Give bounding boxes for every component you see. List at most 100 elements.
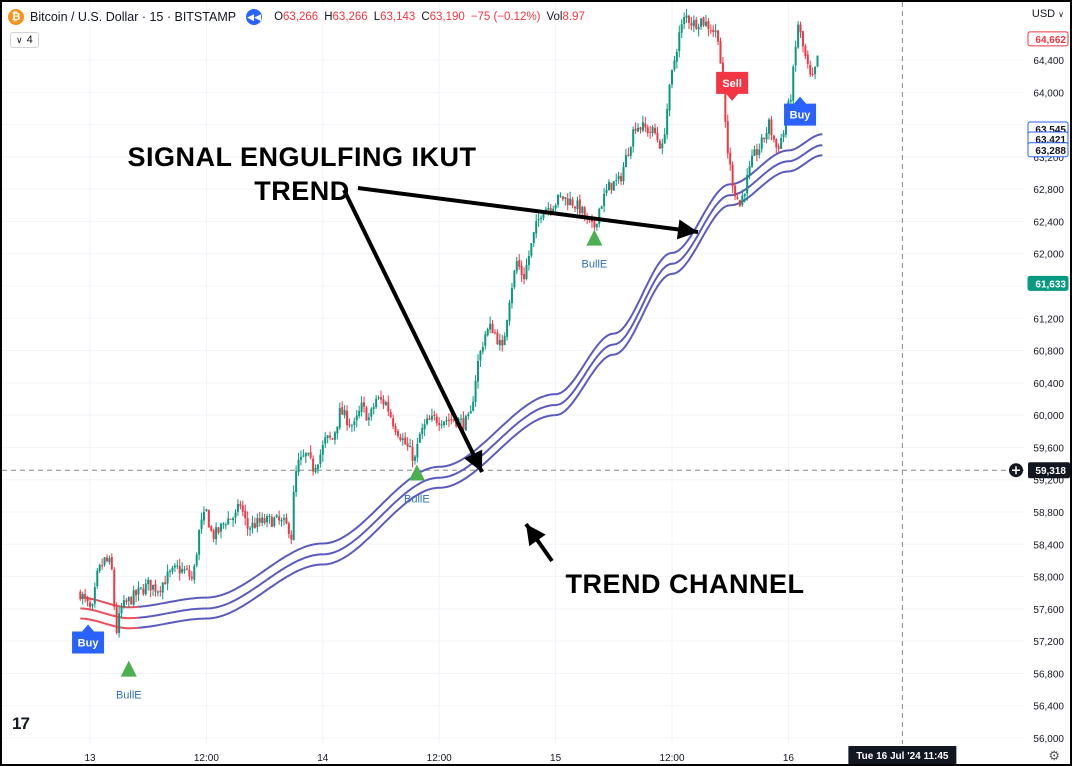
buy-signal-badge <box>72 624 105 654</box>
candle-body <box>79 591 82 600</box>
candle-body <box>139 587 142 589</box>
indicators-toggle[interactable]: ∨ 4 <box>10 32 39 48</box>
candle-body <box>620 176 623 182</box>
y-tick-label: 60,000 <box>1033 411 1064 422</box>
candle-body <box>797 24 800 48</box>
candle-body <box>603 193 606 207</box>
candle-body <box>724 87 727 122</box>
candle-body <box>467 414 470 416</box>
candle-body <box>680 24 683 33</box>
annotation-arrow <box>357 186 699 234</box>
candle-body <box>523 274 526 280</box>
candle-body <box>413 456 416 461</box>
candle-body <box>772 135 775 140</box>
candle-body <box>763 137 766 140</box>
candle-body <box>697 27 700 30</box>
rewind-icon[interactable]: ◀◀ <box>246 9 263 25</box>
candle-body <box>704 21 707 26</box>
candle-body <box>639 127 642 130</box>
candle-body <box>806 54 809 65</box>
candle-body <box>561 196 564 200</box>
ohlc-low: L63,143 <box>373 11 416 23</box>
candle-body <box>113 569 116 607</box>
candle-body <box>535 221 538 234</box>
ohlc-volume: Vol8.97 <box>546 11 585 23</box>
y-tick-label: 63,200 <box>1033 153 1064 164</box>
candle-body <box>651 126 654 133</box>
y-tick-label: 60,400 <box>1033 379 1064 390</box>
candle-body <box>627 154 630 156</box>
candle-body <box>212 530 215 540</box>
candle-body <box>394 426 397 432</box>
candle-body <box>671 70 673 85</box>
candle-body <box>290 534 293 540</box>
candle-body <box>530 243 533 256</box>
candle-body <box>799 24 802 33</box>
candle-body <box>176 565 179 567</box>
candle-body <box>784 120 787 135</box>
candle-body <box>617 175 620 180</box>
candle-body <box>377 397 380 399</box>
bull-engulfing-marker <box>586 229 603 246</box>
ohlc-close: C63,190 <box>421 11 465 23</box>
candle-body <box>275 515 278 518</box>
settings-gear-icon[interactable]: ⚙ <box>1048 748 1060 763</box>
candle-body <box>232 518 235 521</box>
tradingview-logo[interactable]: 17 <box>12 714 30 733</box>
candle-body <box>380 397 382 400</box>
candle-body <box>743 193 746 197</box>
candle-body <box>629 146 632 156</box>
candle-body <box>343 409 346 416</box>
y-tick-label: 58,400 <box>1033 540 1064 551</box>
candle-body <box>581 206 584 213</box>
candle-body <box>86 598 89 602</box>
ohlc-change: −75 (−0.12%) <box>470 11 541 23</box>
candle-body <box>656 132 659 141</box>
candle-body <box>127 596 130 602</box>
candle-body <box>161 582 164 593</box>
x-tick-label: 12:00 <box>194 753 219 764</box>
candle-body <box>605 189 608 194</box>
candle-body <box>341 407 344 415</box>
candle-body <box>460 418 463 420</box>
candle-body <box>443 421 446 426</box>
y-tick-label: 62,800 <box>1033 185 1064 196</box>
bull-engulfing-label: BullE <box>582 259 608 271</box>
candle-body <box>205 509 208 511</box>
candle-body <box>266 516 269 523</box>
candle-body <box>387 401 390 412</box>
candle-body <box>222 523 225 525</box>
candle-body <box>178 565 181 574</box>
candle-body <box>159 591 162 593</box>
candle-body <box>263 518 266 524</box>
crosshair-price-label: 59,318 <box>1035 466 1066 477</box>
candle-body <box>227 518 230 525</box>
symbol-title[interactable]: Bitcoin / U.S. Dollar · 15 · BITSTAMP <box>30 10 237 24</box>
candle-body <box>147 579 150 585</box>
candle-body <box>287 523 290 535</box>
candle-body <box>173 565 176 568</box>
candle-body <box>384 402 387 406</box>
candle-body <box>367 417 370 420</box>
candle-body <box>440 424 443 426</box>
channel-line-1 <box>80 607 139 620</box>
candle-body <box>661 143 664 149</box>
candle-body <box>564 197 567 199</box>
candle-body <box>714 30 717 33</box>
candle-body <box>241 505 244 512</box>
currency-selector[interactable]: USD ∨ <box>1031 8 1064 20</box>
candle-body <box>668 84 671 111</box>
candle-body <box>811 73 814 75</box>
candle-body <box>489 323 492 330</box>
candle-body <box>695 19 698 29</box>
chart-header: ₿ Bitcoin / U.S. Dollar · 15 · BITSTAMP … <box>8 6 585 28</box>
crosshair-plus-icon-glyph <box>1012 466 1020 475</box>
candle-body <box>770 119 773 136</box>
candle-body <box>183 569 186 571</box>
annotation-arrow <box>342 189 484 473</box>
candle-body <box>607 181 610 191</box>
candle-body <box>748 166 751 176</box>
channel-line-0 <box>138 154 823 629</box>
candle-body <box>729 152 732 165</box>
